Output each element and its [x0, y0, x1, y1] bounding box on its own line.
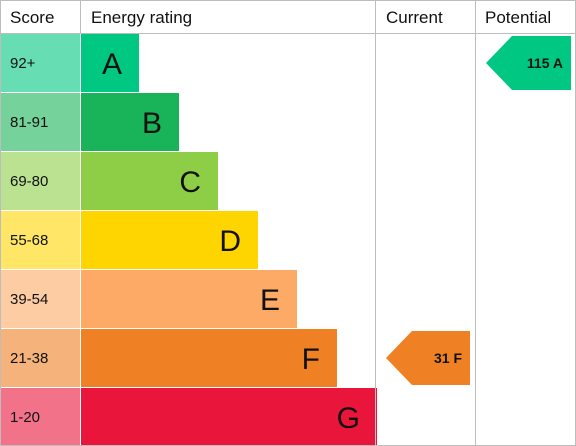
rating-letter-f: F [302, 343, 320, 376]
score-cell-e [0, 270, 80, 328]
score-cell-b [0, 93, 80, 151]
score-range-e: 39-54 [10, 291, 48, 308]
score-range-a: 92+ [10, 55, 36, 72]
header-current: Current [386, 8, 443, 27]
score-cell-a [0, 34, 80, 92]
score-range-c: 69-80 [10, 173, 48, 190]
rating-bar-g [81, 388, 377, 446]
header-energy-rating: Energy rating [91, 8, 192, 27]
header-score: Score [10, 8, 54, 27]
rating-letter-c: C [179, 166, 201, 199]
score-cell-f [0, 329, 80, 387]
rating-letter-d: D [219, 225, 241, 258]
rating-letter-b: B [142, 107, 162, 140]
rating-bar-a [81, 34, 139, 92]
potential-rating-label: 115 A [527, 55, 563, 71]
score-cell-g [0, 388, 80, 446]
rating-bar-d [81, 211, 258, 269]
score-cell-c [0, 152, 80, 210]
rating-bar-f [81, 329, 337, 387]
potential-arrow [486, 36, 571, 90]
score-cell-d [0, 211, 80, 269]
rating-bar-b [81, 93, 179, 151]
header-potential: Potential [485, 8, 551, 27]
rating-letter-e: E [260, 284, 280, 317]
rating-letter-g: G [337, 402, 360, 435]
score-range-d: 55-68 [10, 232, 48, 249]
score-range-g: 1-20 [10, 409, 40, 426]
current-arrow [386, 331, 470, 385]
rating-letter-a: A [102, 48, 122, 81]
current-rating-label: 31 F [434, 350, 462, 366]
rating-bar-c [81, 152, 218, 210]
score-range-f: 21-38 [10, 350, 48, 367]
rating-bar-e [81, 270, 297, 328]
score-range-b: 81-91 [10, 114, 48, 131]
